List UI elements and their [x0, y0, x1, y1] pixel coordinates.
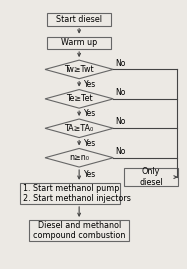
- Text: Yes: Yes: [84, 171, 96, 179]
- FancyBboxPatch shape: [29, 220, 129, 241]
- Text: TA≥TA₀: TA≥TA₀: [65, 124, 94, 133]
- FancyBboxPatch shape: [47, 37, 111, 49]
- Text: Only
diesel: Only diesel: [139, 167, 163, 187]
- Text: Yes: Yes: [84, 109, 96, 118]
- Text: 1. Start methanol pump
2. Start methanol injectors: 1. Start methanol pump 2. Start methanol…: [24, 184, 131, 203]
- Polygon shape: [45, 90, 113, 108]
- Text: Yes: Yes: [84, 139, 96, 147]
- Text: No: No: [115, 118, 125, 126]
- Polygon shape: [45, 60, 113, 79]
- Text: Yes: Yes: [84, 80, 96, 89]
- Text: Diesel and methanol
compound combustion: Diesel and methanol compound combustion: [33, 221, 125, 240]
- Text: No: No: [115, 59, 125, 68]
- Text: No: No: [115, 147, 125, 156]
- FancyBboxPatch shape: [124, 168, 178, 186]
- FancyBboxPatch shape: [47, 13, 111, 26]
- Text: No: No: [115, 88, 125, 97]
- Text: n≥n₀: n≥n₀: [69, 153, 89, 162]
- FancyBboxPatch shape: [20, 183, 120, 204]
- Text: Te≥Tet: Te≥Tet: [66, 94, 92, 103]
- Polygon shape: [45, 148, 113, 167]
- Text: Tw≥Twt: Tw≥Twt: [64, 65, 94, 74]
- Polygon shape: [45, 119, 113, 138]
- Text: Warm up: Warm up: [61, 38, 97, 47]
- Text: Start diesel: Start diesel: [56, 15, 102, 24]
